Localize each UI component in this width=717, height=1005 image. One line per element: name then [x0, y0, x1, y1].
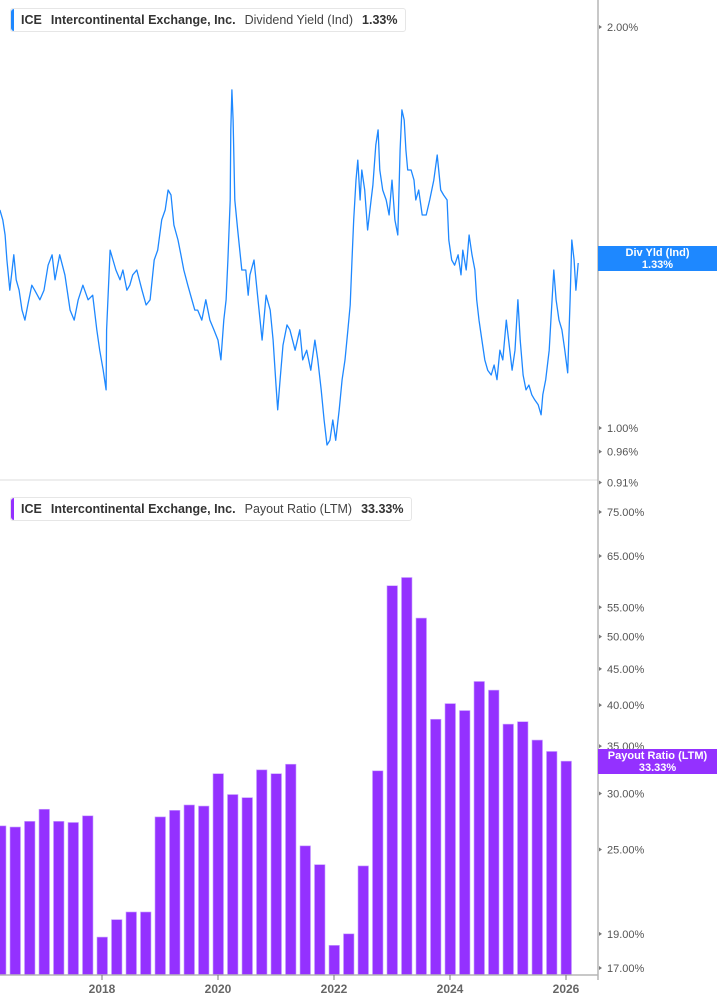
- payout-bar: [546, 751, 558, 976]
- payout-bar: [169, 810, 181, 976]
- legend-ticker: ICE: [21, 502, 42, 516]
- payout-bar: [299, 845, 311, 976]
- payout-bar: [24, 821, 36, 976]
- y-tick-mark: [599, 25, 602, 29]
- y-tick-label: 65.00%: [607, 551, 645, 563]
- payout-bar: [473, 681, 485, 976]
- y-tick-label: 50.00%: [607, 632, 645, 644]
- x-tick-label: 2024: [437, 982, 464, 996]
- payout-bar: [227, 794, 239, 976]
- payout-bar: [357, 865, 369, 976]
- legend-value: 33.33%: [361, 502, 404, 516]
- payout-ratio-value-tag: Payout Ratio (LTM) 33.33%: [598, 749, 717, 774]
- payout-bar: [53, 821, 65, 976]
- payout-bar: [285, 763, 297, 976]
- payout-bar: [314, 864, 326, 976]
- axes: 2.00% 1.00% 0.96% 0.91% 75.00% 65.00% 55.00% 50…: [0, 0, 645, 996]
- dividend-yield-line: [0, 89, 579, 446]
- legend-metric: Payout Ratio (LTM): [244, 502, 353, 516]
- x-tick-label: 2020: [205, 982, 232, 996]
- payout-bar: [9, 826, 21, 976]
- payout-bar: [111, 919, 123, 976]
- payout-bar: [415, 617, 427, 976]
- x-tick-label: 2018: [89, 982, 116, 996]
- payout-bar: [198, 805, 210, 976]
- legend-company: Intercontinental Exchange, Inc.: [50, 502, 236, 516]
- legend-ticker: ICE: [21, 13, 42, 27]
- y-tick-label: 75.00%: [607, 507, 645, 519]
- payout-ratio-plot: [0, 577, 572, 976]
- tag-value: 1.33%: [641, 259, 674, 271]
- payout-bar: [430, 718, 442, 976]
- payout-bar: [488, 689, 500, 976]
- legend-color-marker: [11, 498, 14, 520]
- payout-bar: [212, 773, 224, 976]
- payout-bar: [401, 577, 413, 976]
- y-tick-mark: [599, 480, 602, 485]
- y-tick-label: 2.00%: [607, 22, 638, 34]
- legend-company: Intercontinental Exchange, Inc.: [50, 13, 236, 27]
- y-tick-label: 40.00%: [607, 700, 645, 712]
- tag-value: 33.33%: [638, 762, 677, 774]
- payout-bar: [140, 911, 152, 976]
- y-tick-mark: [599, 666, 602, 671]
- payout-bar: [256, 769, 268, 976]
- legend-metric: Dividend Yield (Ind): [244, 13, 354, 27]
- y-tick-mark: [599, 449, 602, 454]
- payout-bar: [154, 816, 166, 976]
- payout-bar: [517, 721, 529, 976]
- payout-bar: [386, 585, 398, 976]
- y-tick-mark: [599, 966, 602, 970]
- payout-bar: [328, 945, 340, 976]
- y-tick-mark: [599, 791, 602, 796]
- payout-bar: [372, 770, 384, 976]
- tag-label: Div Yld (Ind): [625, 247, 690, 259]
- y-tick-label: 0.96%: [607, 447, 638, 459]
- y-tick-label: 45.00%: [607, 664, 645, 676]
- y-tick-mark: [599, 553, 602, 558]
- y-tick-mark: [599, 847, 602, 852]
- payout-bar: [125, 911, 137, 976]
- payout-bar: [270, 773, 282, 976]
- payout-bar: [0, 825, 7, 976]
- y-tick-mark: [599, 744, 602, 749]
- payout-bar: [343, 933, 355, 976]
- payout-bar: [444, 703, 456, 976]
- y-tick-label: 25.00%: [607, 845, 645, 857]
- x-tick-label: 2022: [321, 982, 348, 996]
- legend-value: 1.33%: [362, 13, 398, 27]
- y-tick-label: 55.00%: [607, 602, 645, 614]
- y-tick-label: 19.00%: [607, 929, 645, 941]
- dividend-yield-legend: ICE Intercontinental Exchange, Inc. Divi…: [10, 8, 407, 32]
- y-tick-label: 1.00%: [607, 423, 638, 435]
- dividend-yield-value-tag: Div Yld (Ind) 1.33%: [598, 246, 717, 271]
- payout-bar: [38, 808, 50, 976]
- y-tick-mark: [599, 634, 602, 639]
- y-tick-label: 0.91%: [607, 478, 638, 490]
- payout-bar: [502, 723, 514, 976]
- legend-color-marker: [11, 9, 14, 31]
- payout-bar: [459, 710, 471, 976]
- payout-bar: [241, 797, 253, 976]
- payout-bar: [531, 739, 543, 976]
- payout-bar: [82, 815, 94, 976]
- y-tick-mark: [599, 510, 602, 514]
- tag-label: Payout Ratio (LTM): [607, 750, 708, 762]
- payout-ratio-legend: ICE Intercontinental Exchange, Inc. Payo…: [10, 497, 413, 521]
- y-tick-label: 17.00%: [607, 963, 645, 975]
- payout-bar: [560, 760, 572, 976]
- y-tick-mark: [599, 931, 602, 936]
- y-tick-label: 30.00%: [607, 789, 645, 801]
- payout-bar: [67, 822, 79, 976]
- payout-bar: [183, 804, 195, 976]
- dividend-yield-plot: [0, 89, 579, 446]
- y-tick-mark: [599, 426, 602, 430]
- y-tick-mark: [599, 605, 602, 610]
- x-tick-label: 2026: [553, 982, 580, 996]
- payout-bar: [96, 936, 108, 976]
- y-tick-mark: [599, 703, 602, 708]
